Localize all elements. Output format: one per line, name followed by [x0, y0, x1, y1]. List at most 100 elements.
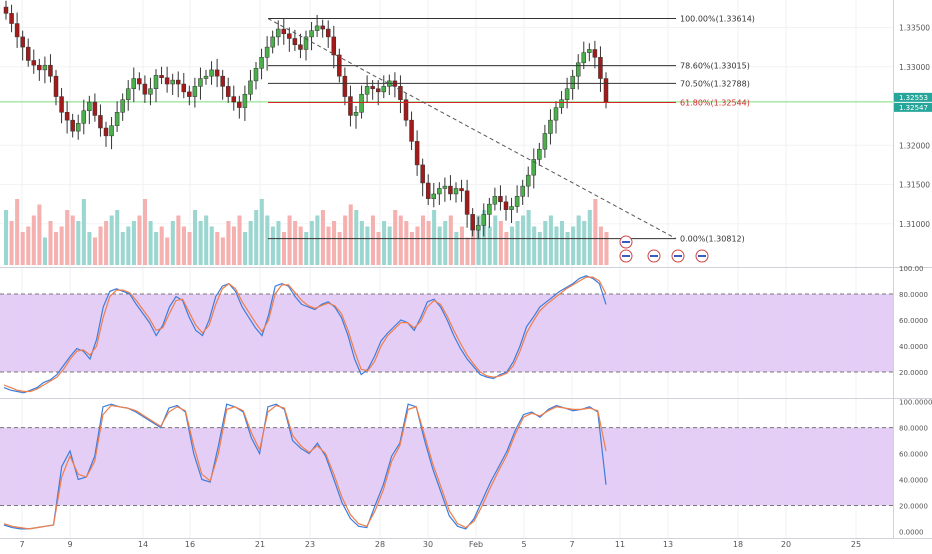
y-tick-label: 40.0000: [899, 343, 928, 351]
volume-bar: [487, 226, 492, 265]
candle-body: [481, 214, 487, 226]
volume-bar: [92, 237, 98, 265]
volume-bar: [415, 226, 420, 265]
volume-bar: [332, 221, 337, 265]
candle-body: [114, 112, 120, 126]
volume-bar: [198, 221, 203, 265]
candle-body: [331, 36, 337, 56]
candle-body: [359, 93, 364, 113]
volume-bar: [48, 221, 53, 265]
volume-bar: [70, 215, 75, 265]
volume-bar: [548, 215, 553, 265]
volume-bar: [254, 210, 259, 265]
volume-bar: [309, 221, 314, 265]
candle-body: [287, 33, 292, 39]
volume-bar: [582, 221, 587, 265]
x-tick-label: 28: [375, 540, 385, 549]
volume-bar: [382, 221, 387, 265]
volume-bar: [398, 215, 403, 265]
candle-body: [42, 64, 48, 71]
volume-bar: [209, 226, 214, 265]
candle-body: [270, 36, 275, 48]
candle-body: [525, 174, 531, 187]
volume-bar: [226, 221, 231, 265]
volume-bar: [587, 210, 592, 265]
volume-bar: [298, 226, 303, 265]
volume-bar: [287, 215, 292, 265]
candle-body: [509, 206, 514, 210]
candle-body: [164, 77, 170, 85]
candle-body: [603, 78, 609, 103]
candle-body: [564, 88, 570, 100]
candle-body: [131, 78, 137, 89]
candle-body: [253, 68, 259, 82]
candle-body: [514, 196, 520, 207]
volume-bar: [559, 221, 565, 265]
event-flag-stripe: [674, 255, 682, 257]
candle-body: [25, 46, 31, 61]
candle-body: [598, 57, 603, 79]
y-tick-label: 80.0000: [899, 291, 928, 299]
volume-bar: [231, 226, 237, 265]
volume-bar: [504, 232, 509, 265]
candle-body: [20, 36, 25, 48]
y-tick-label: 1.31000: [899, 220, 930, 229]
volume-bar: [104, 221, 109, 265]
candle-body: [581, 52, 587, 64]
candle-body: [159, 75, 164, 78]
overbought-oversold-band: [0, 427, 893, 506]
volume-bar: [337, 232, 342, 265]
volume-bar: [131, 221, 136, 265]
candle-body: [575, 62, 581, 77]
candle-body: [464, 190, 470, 215]
volume-bar: [593, 199, 598, 265]
volume-bar: [65, 210, 70, 265]
volume-bar: [193, 210, 198, 265]
candle-body: [81, 110, 87, 124]
candle-body: [220, 75, 225, 87]
candle-body: [559, 99, 564, 108]
volume-bar: [498, 221, 503, 265]
candle-body: [9, 13, 14, 24]
candle-body: [309, 30, 314, 38]
stoch-rsi-pane[interactable]: [0, 275, 893, 394]
volume-bar: [409, 232, 414, 265]
price-tag: [894, 102, 932, 112]
candle-body: [48, 64, 53, 77]
fib-level-label: 78.60%(1.33015): [680, 62, 750, 71]
d-line: [3, 404, 607, 530]
candle-body: [409, 119, 414, 142]
volume-bar: [493, 215, 498, 265]
candle-body: [242, 93, 248, 108]
candle-body: [498, 196, 503, 203]
x-tick-label: 23: [305, 540, 315, 549]
volume-bar: [176, 215, 181, 265]
volume-bar: [420, 215, 426, 265]
candle-body: [125, 88, 131, 100]
event-flag-stripe: [650, 255, 658, 257]
volume-bar: [320, 210, 325, 265]
volume-bar: [120, 232, 125, 265]
volume-bar: [387, 226, 392, 265]
volume-bar: [376, 232, 381, 265]
volume-bar: [165, 237, 170, 265]
candle-body: [437, 188, 442, 195]
candle-body: [264, 46, 270, 58]
stochastic-pane[interactable]: [0, 403, 893, 530]
volume-bar: [459, 226, 464, 265]
candle-body: [170, 79, 175, 85]
price-pane[interactable]: 100.00%(1.33614) 78.60%(1.33015) 70.50%(1.…: [0, 0, 893, 265]
candle-body: [92, 101, 98, 116]
volume-bar: [181, 226, 186, 265]
fib-level-label: 70.50%(1.32788): [680, 79, 750, 88]
volume-bar: [270, 226, 275, 265]
volume-bar: [59, 226, 64, 265]
volume-bar: [81, 199, 86, 265]
volume-bar: [42, 237, 47, 265]
volume-bar: [248, 221, 253, 265]
candle-body: [448, 185, 453, 195]
x-tick-label: 5: [521, 540, 526, 549]
volume-bar: [20, 232, 25, 265]
candle-body: [181, 83, 187, 93]
volume-bar: [565, 232, 570, 265]
